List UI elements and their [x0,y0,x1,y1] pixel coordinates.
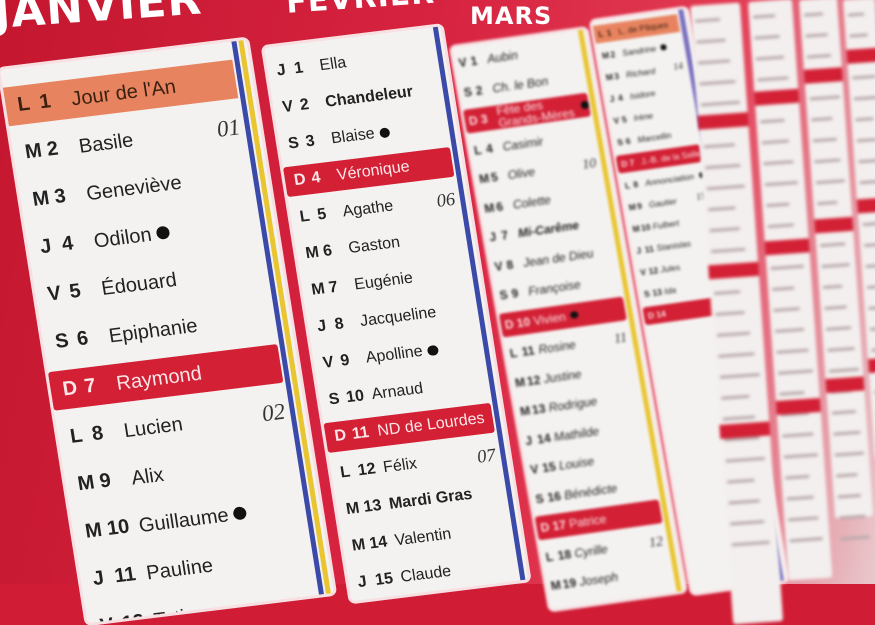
saint-name: Louise [557,454,596,473]
saint-name: Raymond [114,362,204,395]
saint-name: Casimir [501,133,545,154]
day-number: 14 [368,533,389,553]
saint-name: Arnaud [370,380,425,404]
day-number: 2 [298,96,311,115]
day-number: 6 [321,242,334,261]
saint-name: Cyrille [573,541,609,561]
saint-name: Gaston [347,234,402,258]
day-number: 1 [292,59,305,78]
saint-name: Odilon [92,223,154,253]
month-title-mars: MARS [470,2,553,30]
moon-phase-icon [580,100,590,110]
saint-name: Ida [663,284,677,297]
saint-name: Fulbert [651,217,680,232]
day-number: 4 [310,169,322,188]
day-number: 1 [37,90,53,114]
day-number: 14 [655,308,667,320]
moon-phase-icon [155,225,171,241]
saint-name: Joseph [578,569,620,590]
day-number: 12 [120,610,146,624]
saint-name: Guillaume [137,503,231,537]
moon-phase-icon [378,127,391,139]
day-number: 4 [60,232,75,256]
saint-name: Jacqueline [358,304,438,331]
day-number: 5 [67,279,83,304]
day-number: 8 [333,315,345,334]
day-number: 12 [356,460,377,480]
day-number: 10 [345,387,366,407]
saint-name: L. de Pâques [617,19,669,37]
saint-name: Eugénie [353,269,415,294]
saint-name: Françoise [527,277,582,299]
saint-name: Julienne [405,598,467,601]
saint-name: Fête des Grands-Mères [495,98,576,131]
saint-name: Tatiana [152,601,220,624]
saint-name: Jour de l'An [69,75,178,111]
saint-name: Alix [129,463,166,490]
saint-name: Justine [542,366,583,386]
saint-name: Rosine [537,337,577,357]
day-number: 10 [105,515,131,541]
saint-name: Vivien [532,309,567,328]
saint-name: Agathe [341,197,395,221]
day-number: 7 [82,374,98,398]
saint-name: Basile [77,129,135,158]
saint-name: Apolline [364,343,424,367]
saint-name: Blaise [329,125,376,148]
day-number: 15 [373,570,395,590]
saint-name: Ch. le Bon [491,73,550,96]
day-number: 3 [52,185,68,209]
moon-phase-icon [569,310,579,320]
day-number: 13 [362,497,383,517]
moon-phase-icon [232,506,248,521]
moon-phase-icon [469,600,482,602]
day-number: 11 [112,563,138,588]
saint-name: Chandeleur [324,83,415,111]
saint-name: Ella [318,54,348,75]
saint-name: Mathilde [552,423,601,444]
day-number: 7 [327,278,340,297]
day-number: 9 [339,351,351,370]
day-number: 3 [304,132,317,151]
saint-name: Stanislas [655,238,692,253]
saint-name: Mi-Carême [516,218,581,241]
saint-name: Olive [506,164,537,183]
saint-name: Irène [632,110,654,123]
saint-name: Richard [625,65,656,80]
saint-name: Rodrigue [547,394,599,415]
saint-name: Aubin [486,48,519,67]
saint-name: Véronique [335,158,411,185]
saint-name: Bénédicte [562,480,619,502]
saint-name: ND de Lourdes [376,409,486,440]
saint-name: Pauline [144,554,215,585]
saint-name: Mardi Gras [387,485,474,513]
day-number: 5 [316,205,328,224]
moon-phase-icon [426,344,439,357]
saint-name: Marcellin [636,129,673,145]
saint-name: Valentin [393,525,453,550]
day-number: 11 [350,424,371,443]
saint-name: J.-B. de la Salle [640,147,702,167]
day-number: 8 [90,422,105,446]
saint-name: Jules [659,261,681,275]
saint-name: Claude [399,563,453,587]
saint-name: Geneviève [84,171,184,205]
day-number: 2 [45,137,60,161]
saint-name: Sandrine [621,43,657,58]
saint-name: Édouard [99,268,179,300]
saint-name: Isidore [628,87,656,102]
saint-name: Annonciation [644,171,695,188]
day-number: 6 [75,327,90,351]
moon-phase-icon [660,44,667,51]
saint-name: Lucien [122,412,185,442]
saint-name: Colette [511,192,552,212]
saint-name: Jean de Dieu [521,245,595,270]
saint-name: Epiphanie [107,314,200,348]
saint-name: Gautier [648,195,678,210]
saint-name: Félix [382,455,419,477]
day-number: 9 [97,469,113,493]
saint-name: Patrice [568,512,608,532]
